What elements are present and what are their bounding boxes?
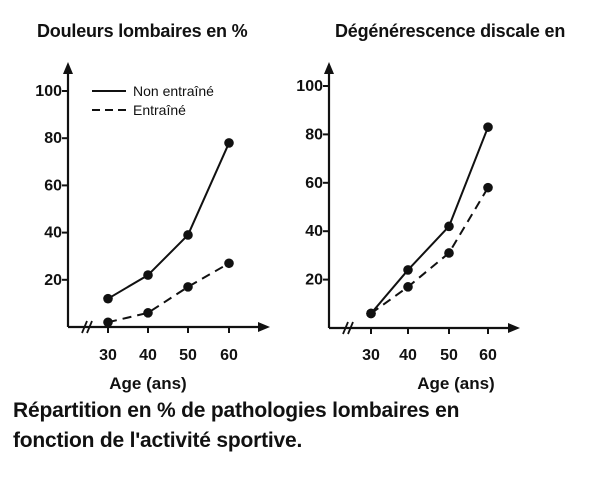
data-point-solid-left xyxy=(143,270,153,280)
axis-break-mark-left xyxy=(81,320,88,334)
y-tick-label-left: 100 xyxy=(35,83,62,100)
x-axis-arrow-right xyxy=(508,323,520,333)
legend-label-dashed: Entraîné xyxy=(133,102,186,118)
y-tick-label-right: 40 xyxy=(305,223,323,240)
x-tick-label-left: 50 xyxy=(179,347,197,364)
series-line-solid-right xyxy=(370,126,489,315)
y-tick-label-left: 20 xyxy=(44,272,62,289)
data-point-solid-right xyxy=(483,122,493,132)
chart-title-right: Dégénérescence discale en xyxy=(335,21,566,41)
caption-line-1: Répartition en % de pathologies lombaire… xyxy=(13,399,460,422)
x-tick-label-left: 40 xyxy=(139,347,157,364)
data-point-dashed-right xyxy=(366,308,376,319)
data-point-dashed-right xyxy=(444,248,454,258)
y-tick-label-right: 100 xyxy=(296,78,323,95)
axis-break-mark-left xyxy=(86,320,93,334)
y-tick-label-right: 80 xyxy=(305,126,323,143)
x-axis-title-right: Age (ans) xyxy=(417,374,494,393)
data-point-solid-left xyxy=(103,293,113,304)
series-line-dashed-right xyxy=(370,187,489,315)
data-point-solid-right xyxy=(403,265,413,275)
x-tick-label-right: 50 xyxy=(440,347,458,364)
data-point-solid-left xyxy=(183,230,193,240)
x-tick-label-right: 40 xyxy=(399,347,417,364)
series-line-solid-left xyxy=(107,142,230,300)
data-point-dashed-left xyxy=(224,258,234,269)
data-point-dashed-right xyxy=(483,182,493,193)
figure-caption: Répartition en % de pathologies lombaire… xyxy=(13,396,588,456)
y-tick-label-left: 80 xyxy=(44,130,62,147)
x-axis-arrow-left xyxy=(258,322,270,332)
data-point-dashed-right xyxy=(403,282,413,292)
x-tick-label-right: 30 xyxy=(362,347,380,364)
caption-line-2: fonction de l'activité sportive. xyxy=(13,429,303,452)
y-tick-label-left: 40 xyxy=(44,225,62,242)
axis-break-mark-right xyxy=(347,321,354,335)
chart-title-left: Douleurs lombaires en % xyxy=(37,21,248,41)
y-axis-arrow-left xyxy=(63,62,73,74)
data-point-dashed-left xyxy=(103,317,113,328)
series-line-dashed-left xyxy=(107,262,230,324)
y-tick-label-right: 60 xyxy=(305,175,323,192)
x-axis-title-left: Age (ans) xyxy=(109,374,186,393)
y-axis-arrow-right xyxy=(324,62,334,74)
data-point-solid-right xyxy=(444,221,454,232)
axis-break-mark-right xyxy=(342,321,349,335)
y-tick-label-left: 60 xyxy=(44,177,62,194)
data-point-dashed-left xyxy=(183,282,193,292)
y-tick-label-right: 20 xyxy=(305,272,323,289)
x-tick-label-right: 60 xyxy=(479,347,497,364)
legend-label-solid: Non entraîné xyxy=(133,83,214,99)
x-tick-label-left: 60 xyxy=(220,347,238,364)
x-tick-label-left: 30 xyxy=(99,347,117,364)
data-point-dashed-left xyxy=(143,308,153,318)
data-point-solid-left xyxy=(224,138,234,148)
